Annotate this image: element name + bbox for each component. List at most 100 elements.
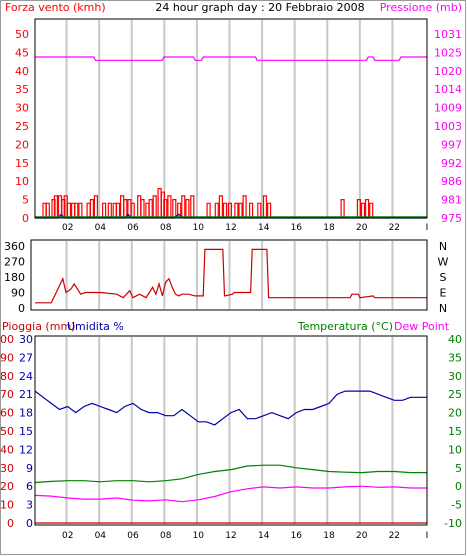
average-wind-line [35,213,427,219]
pressure-tick-label: 1014 [434,83,462,96]
hour-tick-label: 20 [356,531,368,541]
rain-tick-label: 100 [0,333,14,346]
direction-compass-label: S [440,271,447,284]
dew-point-line [34,485,427,503]
temperature-tick-label: 20 [448,407,462,420]
pressure-tick-label: 1031 [434,28,462,41]
hour-tick-label: 22 [389,223,400,233]
hour-tick-label: 08 [160,223,172,233]
rain-tick-label: 30 [0,462,14,475]
hour-tick-label: 18 [323,531,335,541]
humidity-tick-label: 21 [19,388,33,401]
wind-gust-bar [53,195,58,218]
humidity-tick-label: 9 [26,462,33,475]
wind-tick-label: 15 [15,157,29,170]
hour-tick-label: 06 [127,531,139,541]
wind-gust-bar [172,199,177,218]
pressure-tick-label: 981 [441,194,462,207]
pressure-axis-ticks: 975 981 986 992 997 1003 1009 1014 1020 1025 1031 [434,28,462,225]
hour-tick-label: I [426,223,429,233]
temperature-line [34,464,427,484]
rain-tick-label: 80 [0,370,14,383]
temperature-tick-label: 30 [448,370,462,383]
wind-tick-label: 40 [15,65,29,78]
wind-tick-label: 0 [22,212,29,225]
temperature-tick-label: 15 [448,425,462,438]
humidity-tick-label: 15 [19,425,33,438]
temperature-tick-label: 10 [448,443,462,456]
temperature-tick-label: -10 [444,517,462,530]
rain-humidity-frame [34,335,428,526]
wind-gust-bar [214,202,219,218]
wind-gust-bar [185,199,190,218]
rain-tick-label: 70 [0,388,14,401]
temperature-axis-ticks: -10 -5 0 5 10 15 20 25 30 35 40 [444,333,462,530]
wind-gust-bar [115,202,121,218]
wind-gust-bar [177,202,182,218]
hour-tick-label: 12 [225,223,236,233]
rain-axis-ticks: 0 10 20 30 40 50 60 70 80 90 100 [0,333,14,530]
wind-gust-bar [66,202,72,218]
wind-gust-bar [365,199,370,218]
humidity-tick-label: 27 [19,351,33,364]
hour-tick-label: 06 [127,223,139,233]
direction-degree-label: 180 [4,271,25,284]
rain-tick-label: 10 [0,499,14,512]
wind-gust-bar [356,199,361,218]
temperature-tick-label: 35 [448,351,462,364]
wind-gust-bar [123,199,128,218]
wind-gust-bar [163,199,168,218]
rain-humidity-temperature-panel: Pioggia (mm) Umidita % Temperatura (°C) … [0,320,462,541]
wind-gust-bar [107,202,112,218]
humidity-axis-label: Umidita % [67,320,124,333]
wind-tick-label: 25 [15,120,29,133]
hour-tick-label: 04 [95,531,107,541]
humidity-axis-ticks: 0 3 6 9 12 15 18 21 24 27 30 [19,333,33,530]
hour-tick-label: 14 [258,223,270,233]
wind-gust-bar [152,195,157,218]
wind-pressure-grid [65,20,394,217]
wind-gust-bar [74,202,79,218]
hour-tick-label: 10 [193,223,205,233]
rain-tick-label: 20 [0,480,14,493]
humidity-line [34,390,427,426]
wind-gust-bar [262,195,268,218]
wind-gust-bar [218,195,223,218]
direction-degree-label: 270 [4,256,25,269]
rain-tick-label: 60 [0,407,14,420]
direction-compass-label: W [438,256,449,269]
wind-gust-bar [93,195,98,218]
humidity-tick-label: 18 [19,407,33,420]
temperature-tick-label: 25 [448,388,462,401]
pressure-tick-label: 997 [441,138,462,151]
pressure-tick-label: 992 [441,157,462,170]
wind-axis-label: Forza vento (kmh) [5,1,106,14]
hour-tick-label: 08 [160,531,172,541]
wind-gust-bar [249,202,254,218]
wind-direction-line [35,248,427,304]
wind-tick-label: 20 [15,138,29,151]
temperature-tick-label: 40 [448,333,462,346]
wind-gust-bar [181,195,186,218]
wind-gust-bar [340,199,345,218]
hour-tick-label: 04 [95,223,107,233]
humidity-tick-label: 0 [26,517,33,530]
wind-gust-bar [222,202,228,218]
temperature-tick-label: 5 [455,462,462,475]
pressure-tick-label: 1025 [434,46,462,59]
wind-gust-bar [130,202,135,218]
wind-gust-bar [45,202,50,218]
pressure-tick-label: 1020 [434,65,462,78]
direction-degree-label: 90 [11,287,25,300]
hour-tick-label: 20 [356,223,368,233]
rain-humidity-grid [65,337,394,524]
hour-tick-label: 10 [193,531,205,541]
direction-compass-label: N [439,302,447,315]
wind-gust-bars [42,188,374,218]
humidity-tick-label: 12 [19,443,33,456]
pressure-axis-label: Pressione (mb) [380,1,462,14]
